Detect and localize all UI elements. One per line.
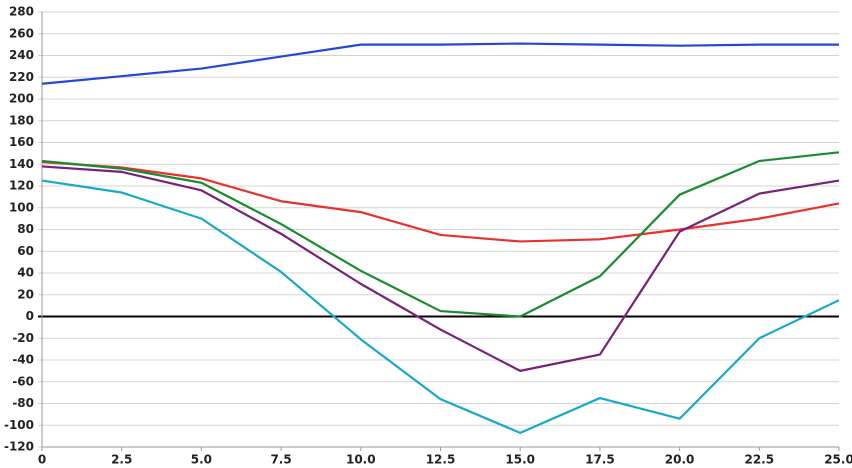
y-tick-label: 160 (9, 135, 34, 149)
y-tick-label: -40 (12, 353, 34, 367)
series-line (41, 42, 839, 85)
y-tick-label: 140 (9, 157, 34, 171)
y-tick-label: 240 (9, 48, 34, 62)
x-tick-label: 17.5 (585, 453, 615, 467)
y-tick-label: 260 (9, 26, 34, 40)
y-tick-label: 80 (17, 222, 34, 236)
x-tick-label: 7.5 (270, 453, 291, 467)
y-tick-label: -120 (4, 440, 34, 454)
x-tick-label: 10.0 (346, 453, 376, 467)
y-tick-label: 220 (9, 70, 34, 84)
x-tick-label: 12.5 (426, 453, 456, 467)
x-tick-label: 25.0 (824, 453, 852, 467)
series-line (41, 160, 840, 243)
y-tick-label: -60 (12, 374, 34, 388)
y-tick-label: -100 (4, 418, 34, 432)
series-line (41, 179, 840, 434)
y-tick-label: 200 (9, 92, 34, 106)
x-tick-label: 15.0 (505, 453, 535, 467)
y-tick-label: -20 (12, 331, 34, 345)
y-tick-label: 20 (17, 287, 34, 301)
y-tick-label: 40 (17, 266, 34, 280)
y-tick-label: 0 (26, 309, 34, 323)
y-tick-label: 180 (9, 113, 34, 127)
y-tick-label: 100 (9, 200, 34, 214)
series-line (41, 151, 840, 318)
x-tick-label: 2.5 (111, 453, 132, 467)
x-tick-label: 5.0 (191, 453, 212, 467)
series-line (41, 165, 840, 372)
x-tick-label: 20.0 (665, 453, 695, 467)
x-tick-label: 0 (38, 453, 46, 467)
y-tick-label: 280 (9, 5, 34, 19)
y-tick-label: -80 (12, 396, 34, 410)
y-tick-label: 60 (17, 244, 34, 258)
x-tick-label: 22.5 (744, 453, 774, 467)
y-tick-label: 120 (9, 179, 34, 193)
